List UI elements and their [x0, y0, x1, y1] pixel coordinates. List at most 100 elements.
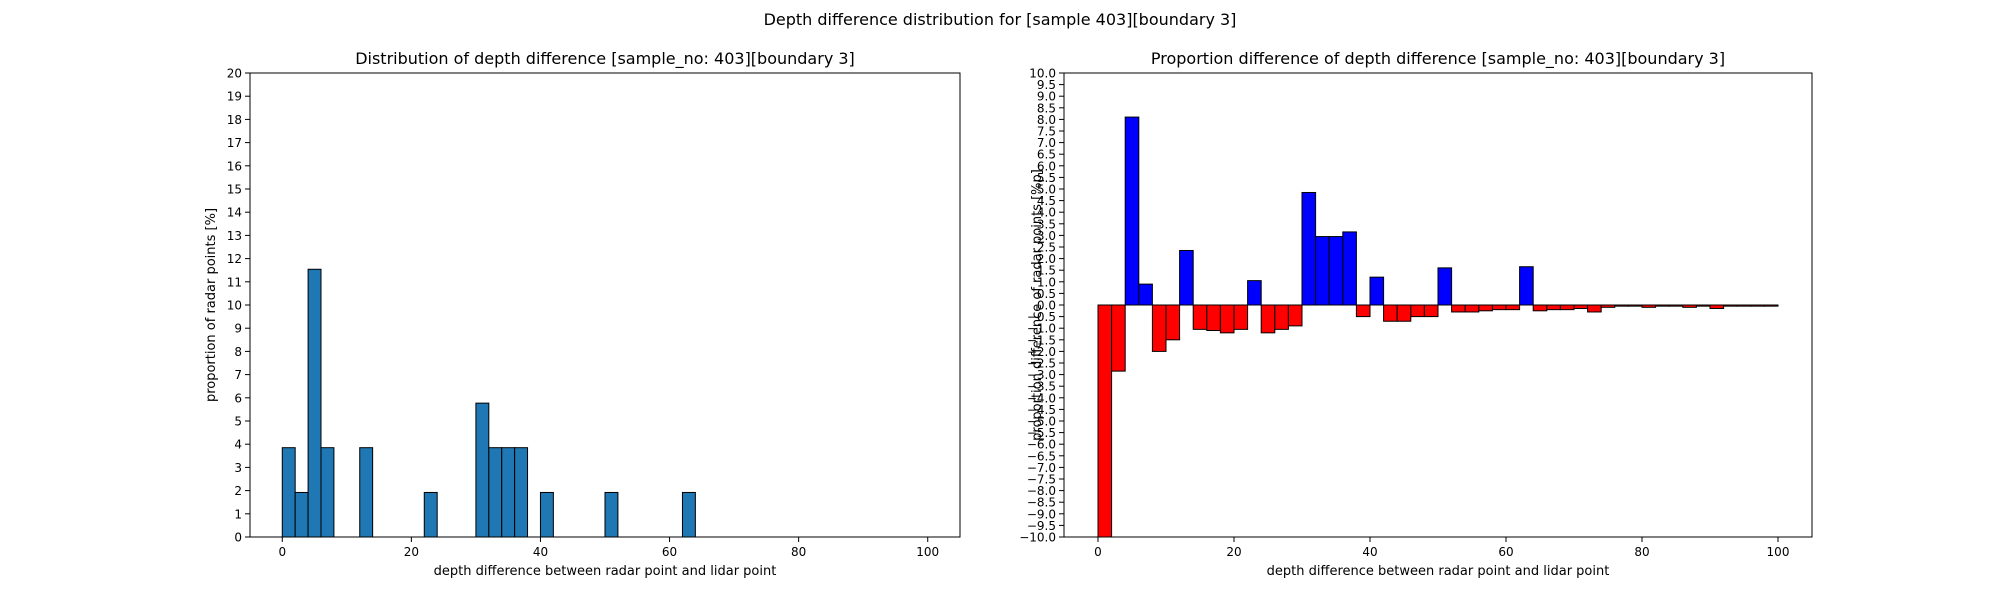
bar — [1315, 236, 1330, 306]
bar — [1573, 304, 1589, 309]
y-tick-label: −3.0 — [1027, 368, 1056, 382]
y-tick-label: 9 — [234, 322, 242, 336]
bar — [294, 491, 309, 538]
bar — [1301, 191, 1317, 306]
y-tick-label: 9.5 — [1037, 78, 1056, 92]
y-tick-label: 13 — [227, 229, 242, 243]
y-tick-label: −1.5 — [1027, 333, 1056, 347]
bar — [1342, 231, 1357, 306]
bar — [1423, 304, 1439, 318]
y-tick-label: 4.5 — [1037, 194, 1056, 208]
x-tick-label: 20 — [1226, 545, 1241, 559]
y-tick-label: 16 — [227, 159, 242, 173]
bar — [1587, 304, 1602, 313]
y-tick-label: 3 — [234, 461, 242, 475]
y-tick-label: 1.5 — [1037, 264, 1056, 278]
bar — [1138, 283, 1153, 306]
bar — [281, 447, 296, 538]
bar — [1396, 304, 1412, 322]
bar — [1369, 276, 1385, 306]
y-tick-label: 7.0 — [1037, 136, 1056, 150]
bar — [1736, 304, 1752, 307]
bar — [1709, 304, 1725, 309]
bar — [501, 447, 516, 538]
left-plot-frame — [249, 72, 961, 538]
bar — [1546, 304, 1561, 311]
bar — [1328, 236, 1344, 306]
y-tick-label: −9.0 — [1027, 507, 1056, 521]
x-tick-label: 20 — [404, 545, 419, 559]
y-tick-label: 2.0 — [1037, 252, 1056, 266]
y-tick-label: 3.5 — [1037, 217, 1056, 231]
y-tick-label: 2.5 — [1037, 241, 1056, 255]
left-histogram-panel: Distribution of depth difference [sample… — [204, 49, 961, 579]
bar — [514, 447, 529, 538]
x-tick-label: 0 — [1094, 545, 1102, 559]
bar — [1723, 304, 1738, 307]
y-tick-label: −4.0 — [1027, 391, 1056, 405]
y-tick-label: 5.0 — [1037, 183, 1056, 197]
x-tick-label: 60 — [1498, 545, 1513, 559]
bar — [1151, 304, 1167, 352]
y-tick-label: 2 — [234, 484, 242, 498]
y-tick-label: −8.5 — [1027, 496, 1056, 510]
y-tick-label: 10.0 — [1029, 67, 1056, 81]
bar — [1655, 304, 1670, 307]
y-tick-label: 17 — [227, 136, 242, 150]
y-tick-label: −8.0 — [1027, 484, 1056, 498]
bar — [1124, 116, 1140, 306]
y-tick-label: 15 — [227, 183, 242, 197]
y-tick-label: −9.5 — [1027, 519, 1056, 533]
y-tick-label: 7.5 — [1037, 125, 1056, 139]
y-tick-label: −5.5 — [1027, 426, 1056, 440]
bar — [1763, 304, 1779, 307]
y-tick-label: −7.0 — [1027, 461, 1056, 475]
right-x-axis-label: depth difference between radar point and… — [1267, 564, 1610, 579]
bar — [359, 447, 374, 538]
y-tick-label: 10 — [227, 299, 242, 313]
bar — [1274, 304, 1289, 330]
y-tick-label: 8.5 — [1037, 101, 1056, 115]
bar — [1111, 304, 1126, 372]
y-tick-label: −4.5 — [1027, 403, 1056, 417]
y-tick-label: 1.0 — [1037, 275, 1056, 289]
y-tick-label: −10.0 — [1019, 531, 1056, 545]
figure-suptitle: Depth difference distribution for [sampl… — [764, 10, 1237, 29]
left-y-axis-label: proportion of radar points [%] — [204, 208, 219, 402]
y-tick-label: 4 — [234, 438, 242, 452]
right-axis-ticks: 0 20 40 60 80 100 10.09.59.08.58.07.57.06.56.0… — [1019, 67, 1789, 560]
y-tick-label: 5.5 — [1037, 171, 1056, 185]
bar — [320, 447, 335, 538]
y-tick-label: −6.0 — [1027, 438, 1056, 452]
bar — [1682, 304, 1697, 308]
y-tick-label: 3.0 — [1037, 229, 1056, 243]
x-tick-label: 60 — [662, 545, 677, 559]
x-tick-label: 100 — [916, 545, 939, 559]
bar — [1491, 304, 1507, 311]
y-tick-label: −1.0 — [1027, 322, 1056, 336]
y-tick-label: 9.0 — [1037, 90, 1056, 104]
y-tick-label: 0 — [234, 531, 242, 545]
y-tick-label: 18 — [227, 113, 242, 127]
bar — [1206, 304, 1221, 332]
y-tick-label: 1 — [234, 507, 242, 521]
bar — [1219, 304, 1235, 334]
y-tick-label: 4.0 — [1037, 206, 1056, 220]
y-tick-label: 8 — [234, 345, 242, 359]
y-tick-label: 5 — [234, 415, 242, 429]
y-tick-label: 7 — [234, 368, 242, 382]
left-axis-ticks: 0 20 40 60 80 1000123456789101112131415161718… — [227, 67, 939, 560]
bar — [1464, 304, 1480, 313]
x-tick-label: 40 — [533, 545, 548, 559]
y-tick-label: −2.0 — [1027, 345, 1056, 359]
y-tick-label: −6.5 — [1027, 449, 1056, 463]
y-tick-label: 11 — [227, 275, 242, 289]
bar — [681, 491, 696, 538]
bar — [1668, 304, 1684, 307]
bar — [604, 491, 619, 538]
left-x-axis-label: depth difference between radar point and… — [434, 564, 777, 579]
bar — [539, 491, 554, 538]
y-tick-label: 6.5 — [1037, 148, 1056, 162]
bar — [1750, 304, 1765, 307]
